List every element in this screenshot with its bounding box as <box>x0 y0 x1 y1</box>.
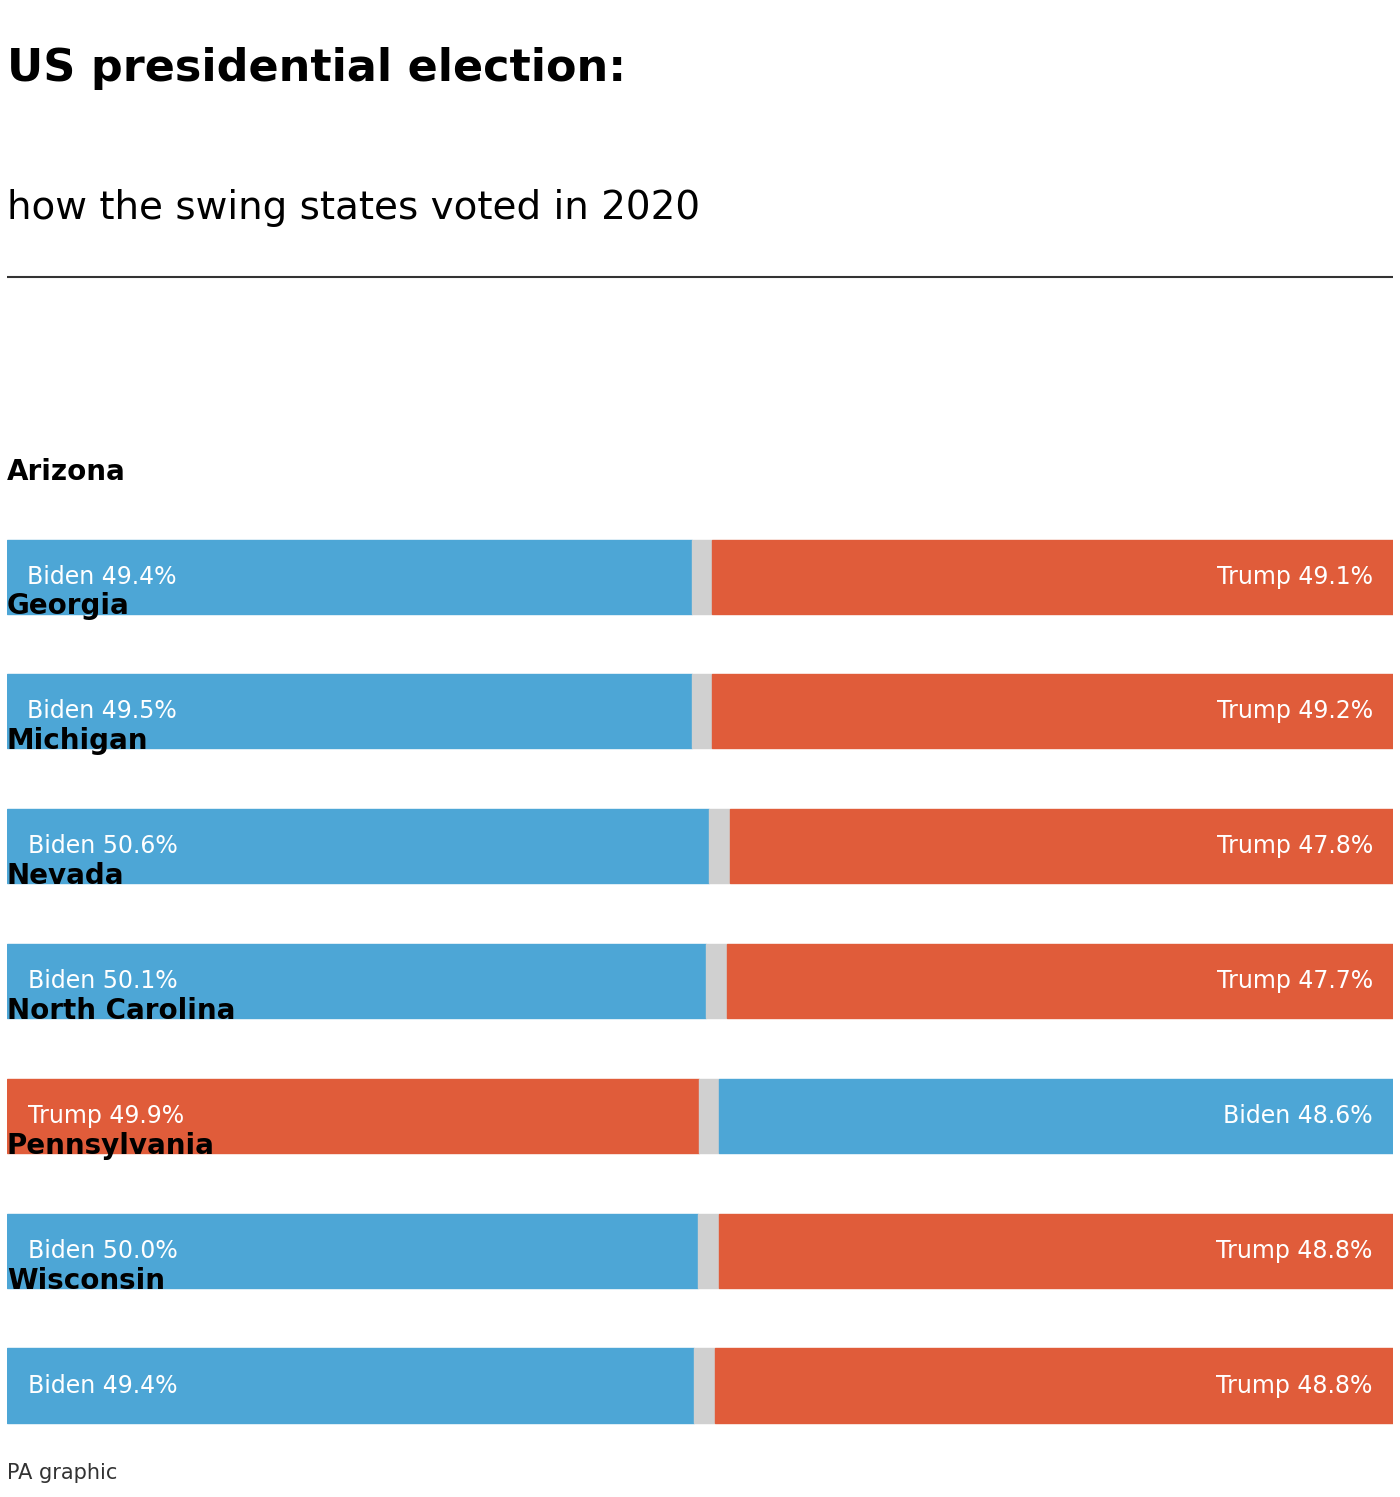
Text: Wisconsin: Wisconsin <box>7 1266 165 1295</box>
Text: Nevada: Nevada <box>7 862 125 891</box>
Text: Trump 48.8%: Trump 48.8% <box>1217 1238 1373 1263</box>
Bar <box>729 810 1393 883</box>
Text: Biden 50.1%: Biden 50.1% <box>28 969 178 993</box>
Bar <box>692 539 713 614</box>
Bar <box>713 674 1393 748</box>
Text: Biden 48.6%: Biden 48.6% <box>1224 1103 1373 1127</box>
Text: Trump 48.8%: Trump 48.8% <box>1217 1374 1373 1398</box>
Text: Pennsylvania: Pennsylvania <box>7 1132 214 1160</box>
Bar <box>720 1079 1393 1153</box>
Text: Trump 49.1%: Trump 49.1% <box>1217 564 1372 588</box>
Bar <box>692 674 713 748</box>
Text: US presidential election:: US presidential election: <box>7 48 626 90</box>
Text: how the swing states voted in 2020: how the swing states voted in 2020 <box>7 189 700 228</box>
Text: Biden 49.5%: Biden 49.5% <box>28 699 178 723</box>
Bar <box>708 810 729 883</box>
Text: Trump 49.2%: Trump 49.2% <box>1217 699 1372 723</box>
Text: Biden 50.6%: Biden 50.6% <box>28 834 178 858</box>
Text: Arizona: Arizona <box>7 458 126 485</box>
Bar <box>7 1214 697 1287</box>
Text: PA graphic: PA graphic <box>7 1463 118 1484</box>
Bar <box>7 539 692 614</box>
Bar <box>727 945 1393 1018</box>
Text: Biden 49.4%: Biden 49.4% <box>28 1374 176 1398</box>
Bar <box>714 1349 1393 1422</box>
Text: North Carolina: North Carolina <box>7 997 235 1025</box>
Bar <box>697 1214 718 1287</box>
Text: Michigan: Michigan <box>7 728 148 756</box>
Text: Georgia: Georgia <box>7 593 130 620</box>
Text: Trump 47.7%: Trump 47.7% <box>1217 969 1373 993</box>
Bar <box>699 1079 720 1153</box>
Bar <box>7 674 692 748</box>
Text: Biden 49.4%: Biden 49.4% <box>28 564 176 588</box>
Text: Trump 47.8%: Trump 47.8% <box>1217 834 1373 858</box>
Bar <box>713 539 1393 614</box>
Text: Trump 49.9%: Trump 49.9% <box>28 1103 183 1127</box>
Text: Biden 50.0%: Biden 50.0% <box>28 1238 178 1263</box>
Bar <box>694 1349 714 1422</box>
Bar <box>707 945 727 1018</box>
Bar <box>7 945 707 1018</box>
Bar <box>718 1214 1393 1287</box>
Bar <box>7 1349 694 1422</box>
Bar <box>7 810 708 883</box>
Bar <box>7 1079 699 1153</box>
